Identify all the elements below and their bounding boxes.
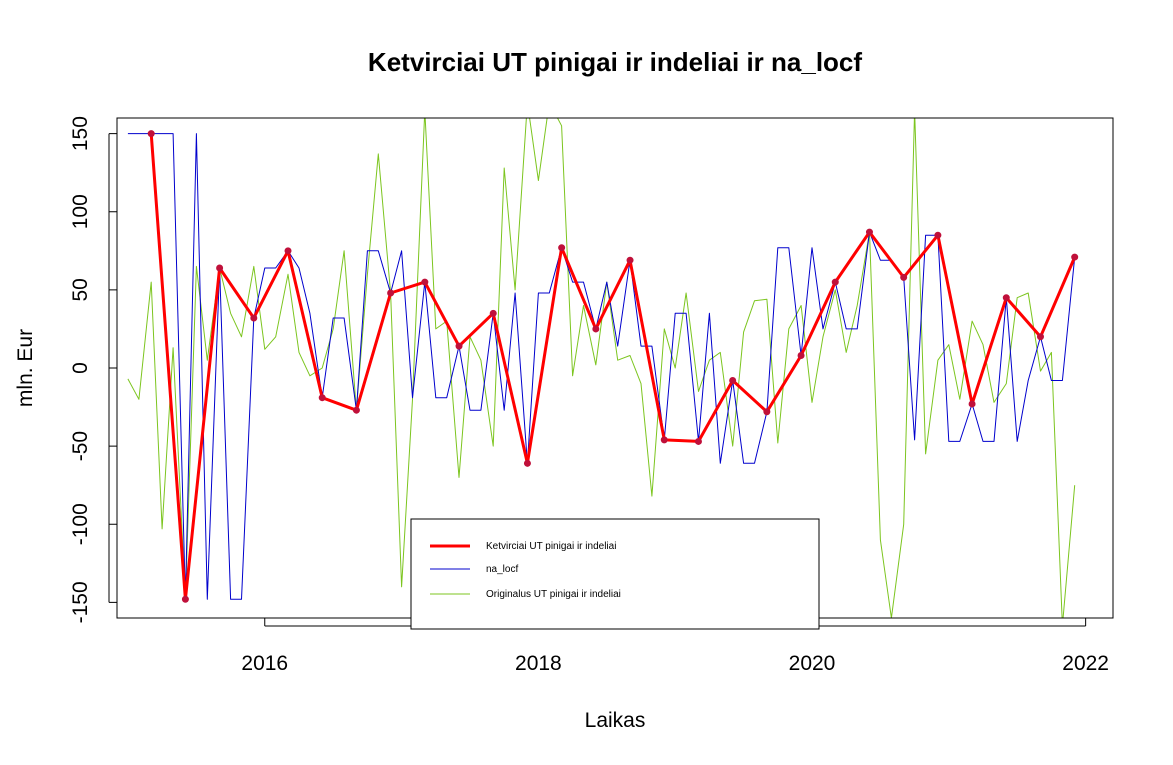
data-point <box>729 377 737 384</box>
legend: Ketvirciai UT pinigai ir indeliai na_locf… <box>410 518 820 630</box>
data-point <box>1002 294 1010 302</box>
series-layer <box>127 118 1079 618</box>
data-point <box>592 325 600 333</box>
y-tick-label: 50 <box>69 278 92 301</box>
data-point <box>900 273 908 281</box>
legend-box <box>410 518 820 630</box>
data-point <box>523 459 531 467</box>
data-point <box>660 436 668 444</box>
y-tick-label: -100 <box>69 503 92 545</box>
data-point <box>865 228 873 236</box>
x-tick-label: 2018 <box>515 652 562 675</box>
data-point <box>1071 253 1079 261</box>
series-line-ketvirciai <box>149 133 1077 601</box>
data-point <box>626 256 634 264</box>
x-tick-label: 2016 <box>241 652 288 675</box>
y-tick-label: 100 <box>69 194 92 229</box>
data-point <box>250 314 258 322</box>
y-tick-label: -150 <box>69 581 92 623</box>
y-tick-label: 0 <box>69 362 92 374</box>
data-point <box>352 406 360 414</box>
y-tick-label: 150 <box>69 116 92 151</box>
data-point <box>694 437 702 445</box>
x-tick-label: 2022 <box>1062 652 1109 675</box>
series-line-originalus <box>127 118 1076 618</box>
data-point <box>797 352 805 359</box>
legend-label: na_locf <box>486 564 518 575</box>
legend-label: Ketvirciai UT pinigai ir indeliai <box>486 541 616 552</box>
y-axis-label: mln. Eur <box>14 329 37 407</box>
data-point <box>181 595 189 603</box>
data-point <box>1036 333 1044 341</box>
data-point <box>968 400 976 408</box>
x-axis-label: Laikas <box>585 709 646 732</box>
data-point <box>147 130 155 138</box>
data-point <box>318 394 326 402</box>
y-tick-label: -50 <box>69 431 92 461</box>
data-point <box>934 231 942 239</box>
data-point <box>216 264 224 272</box>
data-point <box>763 408 771 416</box>
data-point <box>421 278 429 286</box>
legend-label: Originalus UT pinigai ir indeliai <box>486 589 621 600</box>
chart-title: Ketvirciai UT pinigai ir indeliai ir na_… <box>368 47 862 77</box>
data-point <box>831 278 839 286</box>
data-point <box>284 247 292 255</box>
data-point <box>387 289 395 297</box>
data-point <box>455 342 463 350</box>
data-point <box>558 244 566 252</box>
x-tick-label: 2020 <box>789 652 836 675</box>
data-point <box>489 309 497 317</box>
